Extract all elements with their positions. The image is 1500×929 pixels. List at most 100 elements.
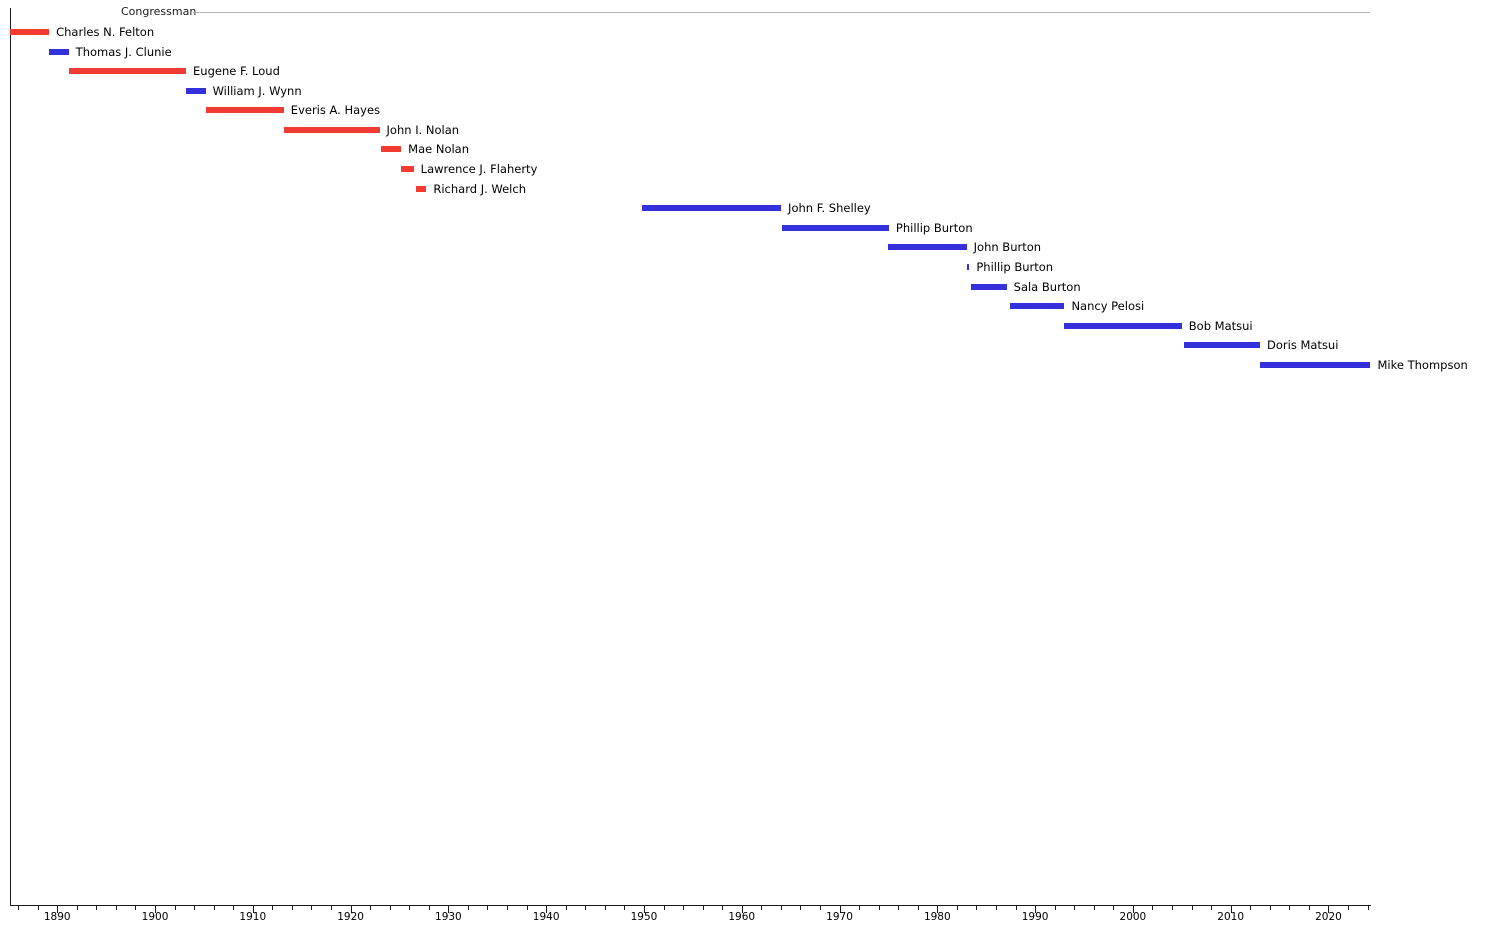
bar-label: Sala Burton <box>1013 279 1081 294</box>
x-axis-minor-tick <box>291 906 293 910</box>
timeline-bar <box>380 146 402 153</box>
x-axis-minor-tick <box>37 906 39 910</box>
x-axis-minor-tick <box>819 906 821 910</box>
x-axis-minor-tick <box>135 906 137 910</box>
x-axis-minor-tick <box>409 906 411 910</box>
x-axis-minor-tick <box>663 906 665 910</box>
x-axis-minor-tick <box>995 906 997 910</box>
x-axis-minor-tick <box>976 906 978 910</box>
timeline-bar <box>49 48 69 55</box>
legend-title: Congressman <box>121 5 197 18</box>
x-axis-major-tick <box>546 906 548 913</box>
x-axis-minor-tick <box>1367 906 1369 910</box>
x-axis-minor-tick <box>331 906 333 910</box>
x-axis-tick-label: 2020 <box>1315 911 1342 923</box>
timeline-bar <box>1064 322 1182 329</box>
x-axis-minor-tick <box>311 906 313 910</box>
bar-label: Lawrence J. Flaherty <box>420 162 538 177</box>
x-axis-tick-label: 1910 <box>239 911 267 923</box>
x-axis-minor-tick <box>526 906 528 910</box>
x-axis-minor-tick <box>1308 906 1310 910</box>
timeline-bar <box>401 166 414 173</box>
x-axis-major-tick <box>350 906 352 913</box>
timeline-bar <box>283 126 380 133</box>
x-axis-minor-tick <box>702 906 704 910</box>
bar-label: Eugene F. Loud <box>193 64 280 79</box>
x-axis-tick-label: 1920 <box>337 911 364 923</box>
x-axis-minor-tick <box>1074 906 1076 910</box>
x-axis-tick-label: 2010 <box>1217 911 1245 923</box>
x-axis-minor-tick <box>487 906 489 910</box>
bar-label: Richard J. Welch <box>433 181 526 196</box>
x-axis-minor-tick <box>233 906 235 910</box>
x-axis-minor-tick <box>76 906 78 910</box>
bar-label: Mike Thompson <box>1377 357 1468 372</box>
x-axis-minor-tick <box>1269 906 1271 910</box>
x-axis-minor-tick <box>174 906 176 910</box>
x-axis-minor-tick <box>1172 906 1173 910</box>
timeline-bar <box>205 107 284 114</box>
x-axis-minor-tick <box>1191 906 1193 910</box>
x-axis-tick-label: 1980 <box>923 911 951 923</box>
x-axis-tick-label: 1890 <box>43 911 71 923</box>
bar-label: Phillip Burton <box>895 220 973 235</box>
x-axis-major-tick <box>57 906 59 913</box>
x-axis-minor-tick <box>800 906 802 910</box>
bar-label: Phillip Burton <box>976 259 1054 274</box>
x-axis-tick-label: 1940 <box>532 911 560 923</box>
timeline-bar <box>10 29 50 35</box>
x-axis-tick-label: 2000 <box>1119 911 1147 923</box>
x-axis-minor-tick <box>565 906 567 910</box>
x-axis-tick-label: 1990 <box>1021 911 1049 923</box>
x-axis-minor-tick <box>1113 906 1115 910</box>
x-axis-minor-tick <box>467 906 469 910</box>
x-axis-tick-label: 1960 <box>728 911 756 923</box>
timeline-bar <box>1260 361 1371 368</box>
x-axis-major-tick <box>448 906 450 913</box>
bar-label: John Burton <box>973 240 1042 255</box>
x-axis-major-tick <box>1230 906 1232 913</box>
x-axis-minor-tick <box>18 906 20 910</box>
x-axis-minor-tick <box>272 906 274 910</box>
x-axis-minor-tick <box>585 906 587 910</box>
x-axis-tick-label: 1970 <box>826 911 853 923</box>
timeline-bar <box>1009 303 1065 310</box>
x-axis-minor-tick <box>878 906 880 910</box>
y-axis-spine <box>10 8 11 905</box>
timeline-bar <box>68 68 187 75</box>
x-axis-major-tick <box>155 906 157 913</box>
bar-label: Mae Nolan <box>408 142 470 157</box>
timeline-bar <box>782 224 889 231</box>
x-axis-minor-tick <box>1015 906 1017 910</box>
x-axis-major-tick <box>1328 906 1330 913</box>
x-axis-minor-tick <box>780 906 782 910</box>
bar-label: Thomas J. Clunie <box>75 44 172 59</box>
x-axis-minor-tick <box>722 906 724 910</box>
bar-label: Charles N. Felton <box>56 25 155 39</box>
x-axis-minor-tick <box>1211 906 1213 910</box>
x-axis-tick-label: 1930 <box>435 911 462 923</box>
timeline-bar <box>888 244 967 251</box>
x-axis-minor-tick <box>1348 906 1350 910</box>
x-axis-major-tick <box>1035 906 1037 913</box>
x-axis-minor-tick <box>507 906 509 910</box>
x-axis-minor-tick <box>96 906 98 910</box>
x-axis-minor-tick <box>428 906 430 910</box>
x-axis-major-tick <box>643 906 645 913</box>
timeline-bar <box>415 185 427 192</box>
x-axis-minor-tick <box>1054 906 1056 910</box>
x-axis-minor-tick <box>624 906 626 910</box>
x-axis-minor-tick <box>917 906 919 910</box>
x-axis-minor-tick <box>213 906 215 910</box>
x-axis-major-tick <box>741 906 743 913</box>
x-axis-major-tick <box>937 906 939 913</box>
legend-rule-line <box>193 12 1370 13</box>
timeline-bar <box>186 87 206 94</box>
x-axis-minor-tick <box>956 906 958 910</box>
bar-label: William J. Wynn <box>212 83 302 98</box>
bar-label: Bob Matsui <box>1188 318 1253 333</box>
x-axis-tick-label: 1900 <box>141 911 169 923</box>
x-axis-major-tick <box>839 906 841 913</box>
timeline-bar <box>1183 342 1260 349</box>
